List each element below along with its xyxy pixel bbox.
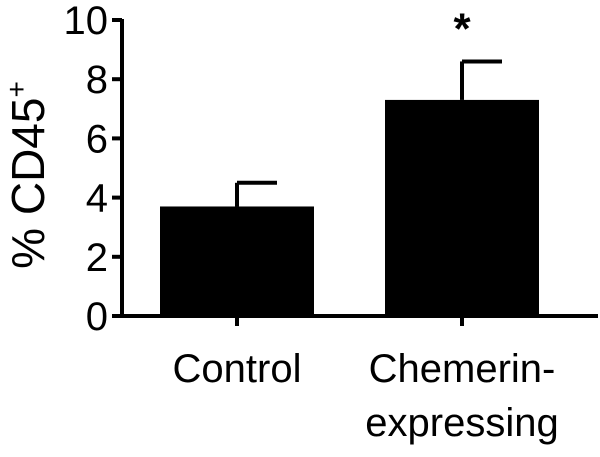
y-tick-label: 0 [86,295,108,339]
bar [160,206,314,316]
y-tick-label: 2 [86,236,108,280]
x-axis: Control Chemerin-expressing [120,314,598,445]
error-bars: * [235,4,502,207]
y-tick-label: 10 [64,0,109,43]
x-category-label: Chemerin- [369,347,556,391]
x-category-label: expressing [365,401,558,445]
significance-marker: * [453,4,471,53]
y-axis: 0 2 4 6 8 10 [64,0,124,339]
bars [160,99,539,316]
y-tick-label: 6 [86,117,108,161]
y-tick-label: 4 [86,177,108,221]
x-category-label: Control [173,347,302,391]
y-axis-label-superscript: + [1,81,32,97]
y-tick-label: 8 [86,58,108,102]
y-axis-label: % CD45+ [1,81,54,269]
bar [385,99,539,316]
y-axis-label-text: % CD45 [2,98,54,269]
